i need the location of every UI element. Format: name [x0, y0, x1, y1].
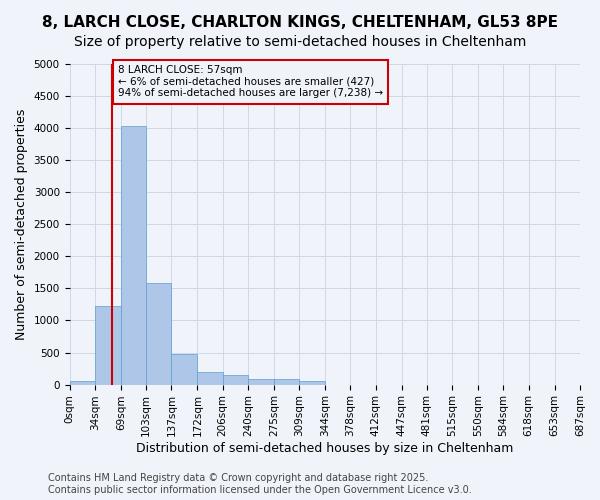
Text: Contains HM Land Registry data © Crown copyright and database right 2025.
Contai: Contains HM Land Registry data © Crown c…	[48, 474, 472, 495]
Bar	[146, 282, 172, 384]
Bar	[121, 126, 146, 384]
Text: Size of property relative to semi-detached houses in Cheltenham: Size of property relative to semi-detach…	[74, 35, 526, 49]
Bar	[197, 372, 223, 384]
Bar	[274, 380, 299, 384]
Text: 8, LARCH CLOSE, CHARLTON KINGS, CHELTENHAM, GL53 8PE: 8, LARCH CLOSE, CHARLTON KINGS, CHELTENH…	[42, 15, 558, 30]
Bar	[223, 375, 248, 384]
Bar	[248, 379, 274, 384]
Bar	[299, 382, 325, 384]
Bar	[95, 306, 121, 384]
Bar	[70, 382, 95, 384]
Y-axis label: Number of semi-detached properties: Number of semi-detached properties	[15, 108, 28, 340]
Text: 8 LARCH CLOSE: 57sqm
← 6% of semi-detached houses are smaller (427)
94% of semi-: 8 LARCH CLOSE: 57sqm ← 6% of semi-detach…	[118, 66, 383, 98]
X-axis label: Distribution of semi-detached houses by size in Cheltenham: Distribution of semi-detached houses by …	[136, 442, 514, 455]
Bar	[172, 354, 197, 384]
